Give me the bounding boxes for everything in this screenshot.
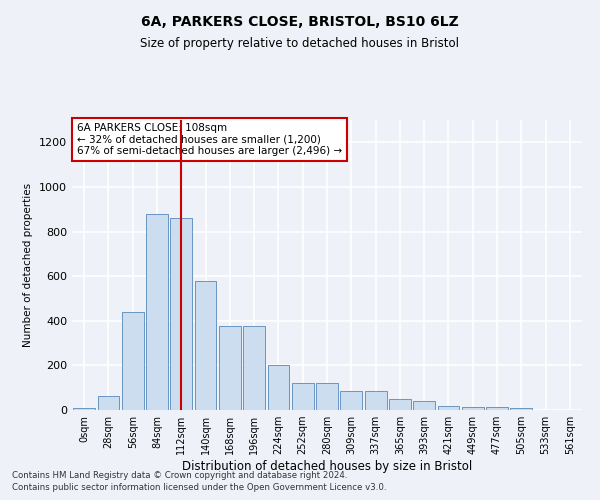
Bar — [462, 406, 484, 410]
Bar — [146, 214, 168, 410]
Text: 6A PARKERS CLOSE: 108sqm
← 32% of detached houses are smaller (1,200)
67% of sem: 6A PARKERS CLOSE: 108sqm ← 32% of detach… — [77, 123, 342, 156]
Bar — [73, 408, 95, 410]
Text: 6A, PARKERS CLOSE, BRISTOL, BS10 6LZ: 6A, PARKERS CLOSE, BRISTOL, BS10 6LZ — [141, 15, 459, 29]
Text: Size of property relative to detached houses in Bristol: Size of property relative to detached ho… — [140, 38, 460, 51]
Bar — [243, 326, 265, 410]
Bar — [122, 312, 143, 410]
Bar — [316, 383, 338, 410]
Bar — [486, 406, 508, 410]
Bar — [219, 326, 241, 410]
Bar — [292, 383, 314, 410]
Bar — [268, 366, 289, 410]
Bar — [413, 401, 435, 410]
Text: Contains HM Land Registry data © Crown copyright and database right 2024.: Contains HM Land Registry data © Crown c… — [12, 471, 347, 480]
Bar — [194, 280, 217, 410]
Bar — [365, 391, 386, 410]
Bar — [340, 391, 362, 410]
Bar — [511, 408, 532, 410]
Bar — [170, 218, 192, 410]
Bar — [437, 406, 460, 410]
Bar — [97, 396, 119, 410]
X-axis label: Distribution of detached houses by size in Bristol: Distribution of detached houses by size … — [182, 460, 472, 473]
Bar — [389, 399, 411, 410]
Text: Contains public sector information licensed under the Open Government Licence v3: Contains public sector information licen… — [12, 484, 386, 492]
Y-axis label: Number of detached properties: Number of detached properties — [23, 183, 34, 347]
